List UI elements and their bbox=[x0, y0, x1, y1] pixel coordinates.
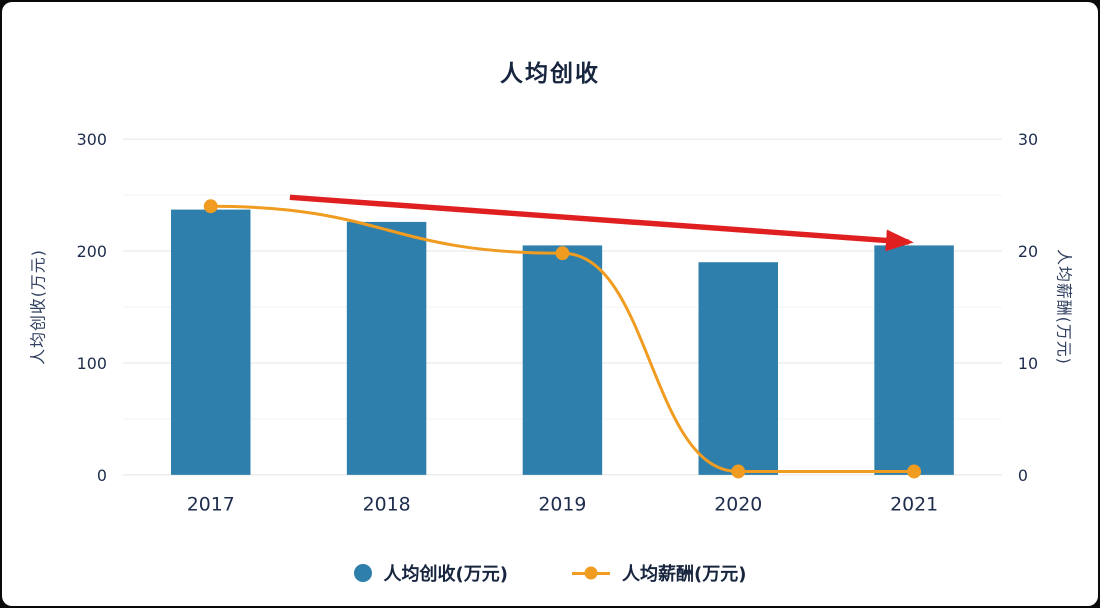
bar-2018[interactable] bbox=[346, 221, 427, 475]
x-axis-label-2017: 2017 bbox=[187, 494, 235, 516]
legend-line-marker-icon bbox=[572, 566, 610, 580]
legend-bar-label: 人均创收(万元) bbox=[383, 564, 508, 585]
line-point-2021[interactable] bbox=[907, 464, 922, 479]
x-axis-label-2020: 2020 bbox=[714, 494, 762, 516]
line-point-2020[interactable] bbox=[731, 464, 746, 479]
bar-2019[interactable] bbox=[522, 245, 603, 475]
left-axis-tick-label: 100 bbox=[77, 354, 107, 373]
trend-arrow-annotation bbox=[289, 194, 914, 252]
legend-item-bar[interactable]: 人均创收(万元) bbox=[353, 560, 508, 586]
bar-2017[interactable] bbox=[171, 209, 251, 475]
left-axis-tick-label: 200 bbox=[77, 242, 107, 261]
right-axis-tick-label: 30 bbox=[1018, 130, 1038, 149]
legend-line-dot-icon bbox=[584, 566, 598, 580]
left-axis-tick-label: 300 bbox=[77, 130, 107, 149]
line-series bbox=[210, 204, 915, 474]
bar-2020[interactable] bbox=[698, 262, 778, 475]
right-axis-tick-label: 10 bbox=[1018, 354, 1038, 373]
left-axis-tick-label: 0 bbox=[97, 466, 107, 485]
line-point-2019[interactable] bbox=[555, 246, 570, 261]
line-point-2017[interactable] bbox=[203, 199, 218, 214]
right-axis-tick-label: 20 bbox=[1018, 242, 1038, 261]
x-axis-label-2021: 2021 bbox=[890, 494, 938, 516]
x-axis-label-2018: 2018 bbox=[363, 494, 411, 516]
left-axis-title: 人均创收(万元) bbox=[28, 249, 47, 365]
right-axis-title: 人均薪酬(万元) bbox=[1055, 249, 1074, 365]
legend-bar-marker-icon bbox=[353, 564, 372, 582]
chart-legend: 人均创收(万元) 人均薪酬(万元) bbox=[2, 560, 1098, 586]
bar-2021[interactable] bbox=[874, 245, 954, 475]
chart-title: 人均创收 bbox=[500, 61, 600, 87]
legend-item-line[interactable]: 人均薪酬(万元) bbox=[572, 560, 746, 586]
x-axis-label-2019: 2019 bbox=[538, 494, 586, 516]
right-axis-tick-label: 0 bbox=[1018, 466, 1028, 485]
legend-line-label: 人均薪酬(万元) bbox=[622, 564, 747, 585]
